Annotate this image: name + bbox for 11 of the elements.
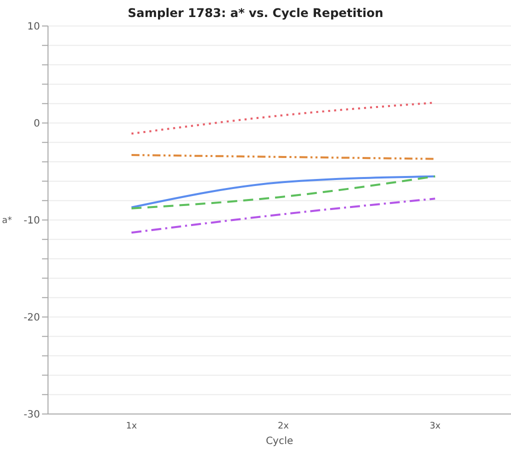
- x-axis-title: Cycle: [266, 436, 294, 447]
- y-tick-label: 0: [34, 118, 40, 130]
- x-tick-label: 3x: [430, 421, 442, 432]
- y-tick-label: -30: [24, 410, 40, 421]
- y-axis-title: a*: [2, 216, 13, 226]
- x-tick-label: 2x: [278, 421, 290, 432]
- y-tick-label: 10: [27, 22, 40, 33]
- x-tick-label: 1x: [126, 421, 138, 432]
- y-tick-label: -20: [24, 312, 40, 324]
- y-tick-label: -10: [24, 216, 40, 227]
- chart-title: Sampler 1783: a* vs. Cycle Repetition: [126, 5, 384, 22]
